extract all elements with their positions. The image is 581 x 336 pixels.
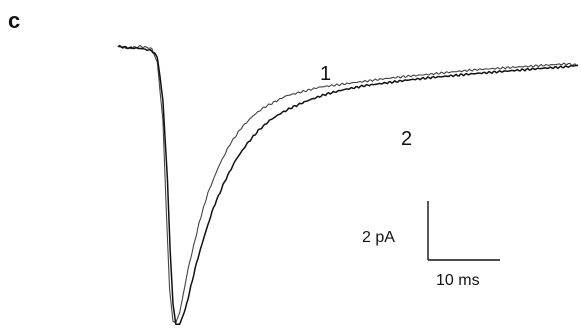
traces-group [117,44,579,325]
scale-bar: 2 pA 10 ms [362,201,500,289]
trace-label-1: 1 [320,63,331,85]
panel-label: c [8,8,20,33]
scale-bar-y-label: 2 pA [362,229,395,246]
trace-label-2: 2 [401,128,412,150]
scale-bar-x-label: 10 ms [436,272,480,289]
trace-1-line [117,44,579,324]
trace-2-line [117,44,579,325]
